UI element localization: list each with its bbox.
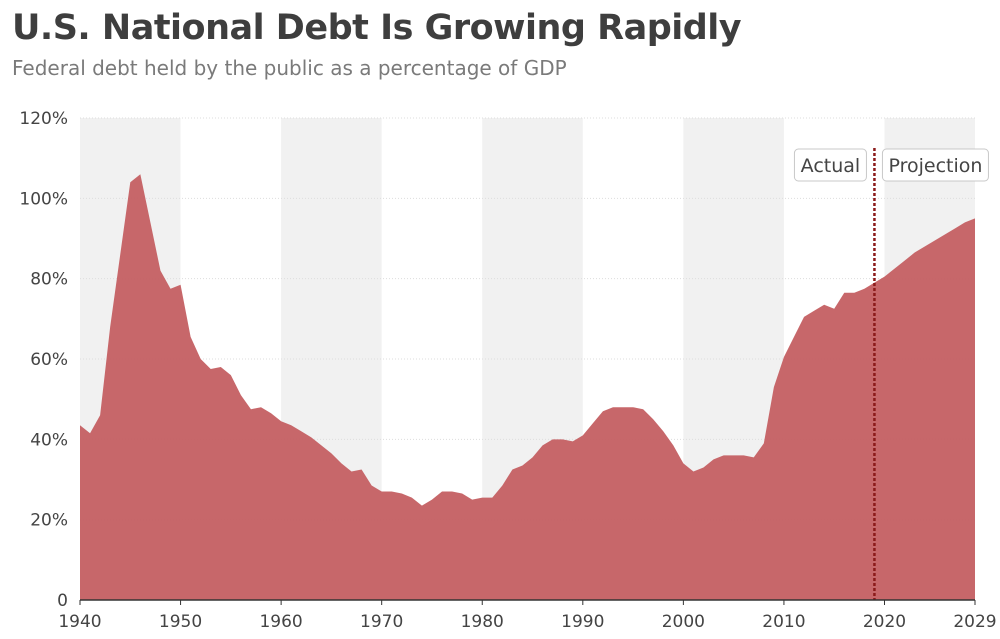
chart-subtitle: Federal debt held by the public as a per… — [12, 56, 567, 80]
chart-title: U.S. National Debt Is Growing Rapidly — [12, 8, 742, 48]
projection-label: Projection — [888, 155, 982, 177]
x-axis: 1940 1950 1960 1970 1980 1990 2000 2010 2020 2029 — [58, 599, 997, 632]
x-tick-label: 2010 — [762, 612, 805, 632]
y-tick-label: 40% — [30, 430, 68, 450]
x-tick-label: 1990 — [561, 612, 604, 632]
x-tick-label: 1950 — [159, 612, 202, 632]
actual-label-box — [793, 148, 867, 182]
y-axis: 0 20% 40% 60% 80% 100% 120% — [19, 109, 68, 611]
y-tick-label: 20% — [30, 511, 68, 531]
y-tick-label: 60% — [30, 350, 68, 370]
y-tick-label: 100% — [19, 189, 68, 209]
x-tick-label: 2029 — [953, 612, 996, 632]
y-tick-label: 80% — [30, 270, 68, 290]
annotations: Actual Projection — [793, 148, 989, 182]
x-tick-label: 1970 — [360, 612, 403, 632]
projection-label-box — [881, 148, 989, 182]
x-tick-label: 1940 — [58, 612, 101, 632]
y-tick-label: 120% — [19, 109, 68, 129]
x-tick-label: 1980 — [461, 612, 504, 632]
y-tick-label: 0 — [57, 591, 68, 611]
x-tick-label: 2000 — [662, 612, 705, 632]
actual-label: Actual — [801, 155, 861, 177]
x-tick-label: 1960 — [259, 612, 302, 632]
debt-area-layer — [80, 174, 975, 601]
debt-area — [80, 174, 975, 601]
x-tick-label: 2020 — [863, 612, 906, 632]
